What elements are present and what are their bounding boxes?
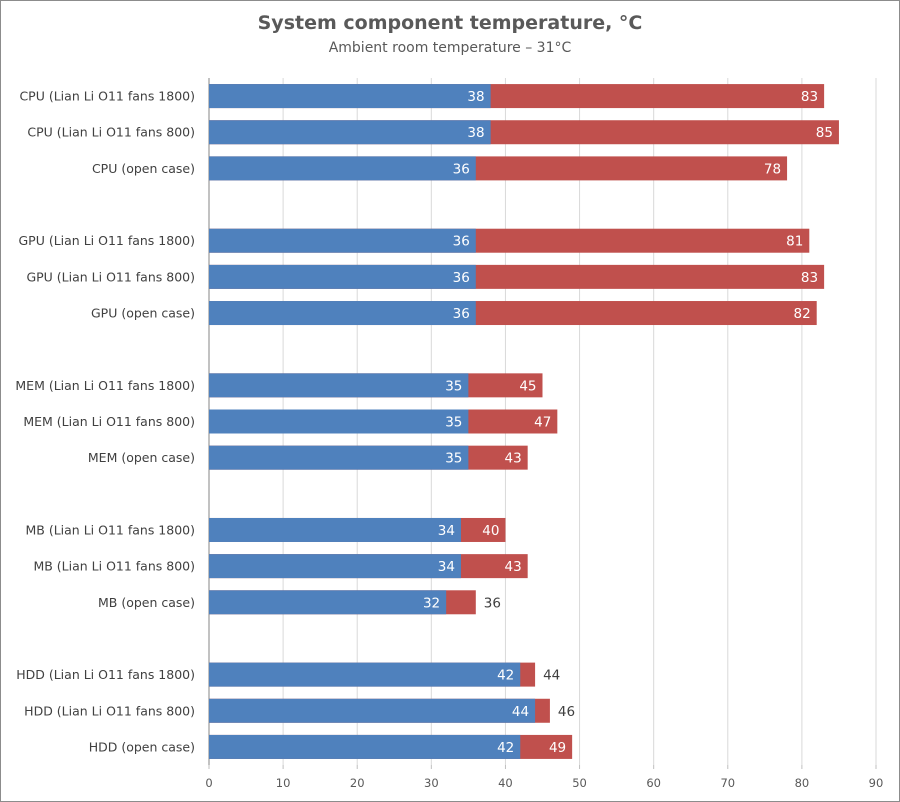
bar-idle xyxy=(209,409,469,434)
bar-idle xyxy=(209,373,469,398)
data-label-load: 83 xyxy=(801,270,818,286)
data-label-idle: 36 xyxy=(453,270,470,286)
category-label: GPU (Lian Li O11 fans 1800) xyxy=(18,233,195,248)
data-label-idle: 34 xyxy=(438,523,455,539)
bar-idle xyxy=(209,264,476,289)
x-tick-label: 20 xyxy=(350,776,365,790)
x-tick-label: 10 xyxy=(276,776,291,790)
data-label-load: 81 xyxy=(786,234,803,250)
x-tick-label: 70 xyxy=(720,776,735,790)
category-label: CPU (open case) xyxy=(92,161,195,176)
x-tick-label: 40 xyxy=(498,776,513,790)
bar-idle xyxy=(209,301,476,326)
bar-idle xyxy=(209,734,521,759)
data-label-idle: 42 xyxy=(497,740,514,756)
data-label-idle: 35 xyxy=(445,451,462,467)
category-label: MB (Lian Li O11 fans 800) xyxy=(33,559,195,574)
bar-idle xyxy=(209,120,491,145)
data-label-load: 40 xyxy=(482,523,499,539)
data-label-idle: 34 xyxy=(438,559,455,575)
category-label: MB (open case) xyxy=(98,595,195,610)
x-tick-label: 0 xyxy=(205,776,212,790)
data-label-load: 44 xyxy=(543,668,560,684)
data-label-idle: 35 xyxy=(445,415,462,431)
x-tick-label: 80 xyxy=(795,776,810,790)
category-label: CPU (Lian Li O11 fans 1800) xyxy=(19,89,195,104)
category-label: HDD (open case) xyxy=(89,739,195,754)
data-label-idle: 42 xyxy=(497,668,514,684)
category-label: HDD (Lian Li O11 fans 1800) xyxy=(16,667,195,682)
data-label-load: 43 xyxy=(504,559,521,575)
bar-idle xyxy=(209,554,461,579)
bar-idle xyxy=(209,156,476,181)
data-label-load: 85 xyxy=(816,125,833,141)
data-label-load: 46 xyxy=(558,704,575,720)
bar-idle xyxy=(209,445,469,470)
chart-title: System component temperature, °C xyxy=(257,12,643,34)
x-tick-label: 50 xyxy=(572,776,587,790)
bar-idle xyxy=(209,228,476,253)
data-label-load: 43 xyxy=(504,451,521,467)
data-label-load: 82 xyxy=(794,306,811,322)
data-label-idle: 38 xyxy=(467,89,484,105)
category-label: GPU (open case) xyxy=(91,306,195,321)
data-label-idle: 35 xyxy=(445,378,462,394)
bar-idle xyxy=(209,698,536,723)
data-label-load: 45 xyxy=(519,378,536,394)
data-label-idle: 36 xyxy=(453,234,470,250)
x-tick-label: 30 xyxy=(424,776,439,790)
data-label-load: 47 xyxy=(534,415,551,431)
data-label-idle: 36 xyxy=(453,306,470,322)
category-label: MEM (open case) xyxy=(88,450,195,465)
data-label-idle: 36 xyxy=(453,161,470,177)
chart-subtitle: Ambient room temperature – 31°C xyxy=(328,40,572,56)
category-label: MEM (Lian Li O11 fans 800) xyxy=(23,414,195,429)
category-label: GPU (Lian Li O11 fans 800) xyxy=(26,269,195,284)
category-label: CPU (Lian Li O11 fans 800) xyxy=(27,125,195,140)
bar-idle xyxy=(209,590,447,615)
x-tick-label: 90 xyxy=(869,776,884,790)
data-label-load: 78 xyxy=(764,161,781,177)
category-label: MEM (Lian Li O11 fans 1800) xyxy=(15,378,195,393)
data-label-idle: 38 xyxy=(467,125,484,141)
bar-idle xyxy=(209,84,491,109)
data-label-idle: 44 xyxy=(512,704,529,720)
x-tick-label: 60 xyxy=(646,776,661,790)
bar-idle xyxy=(209,517,461,542)
data-label-load: 36 xyxy=(484,595,501,611)
bar-idle xyxy=(209,662,521,687)
data-label-idle: 32 xyxy=(423,595,440,611)
category-label: MB (Lian Li O11 fans 1800) xyxy=(26,522,196,537)
data-label-load: 49 xyxy=(549,740,566,756)
category-label: HDD (Lian Li O11 fans 800) xyxy=(24,703,195,718)
data-label-load: 83 xyxy=(801,89,818,105)
